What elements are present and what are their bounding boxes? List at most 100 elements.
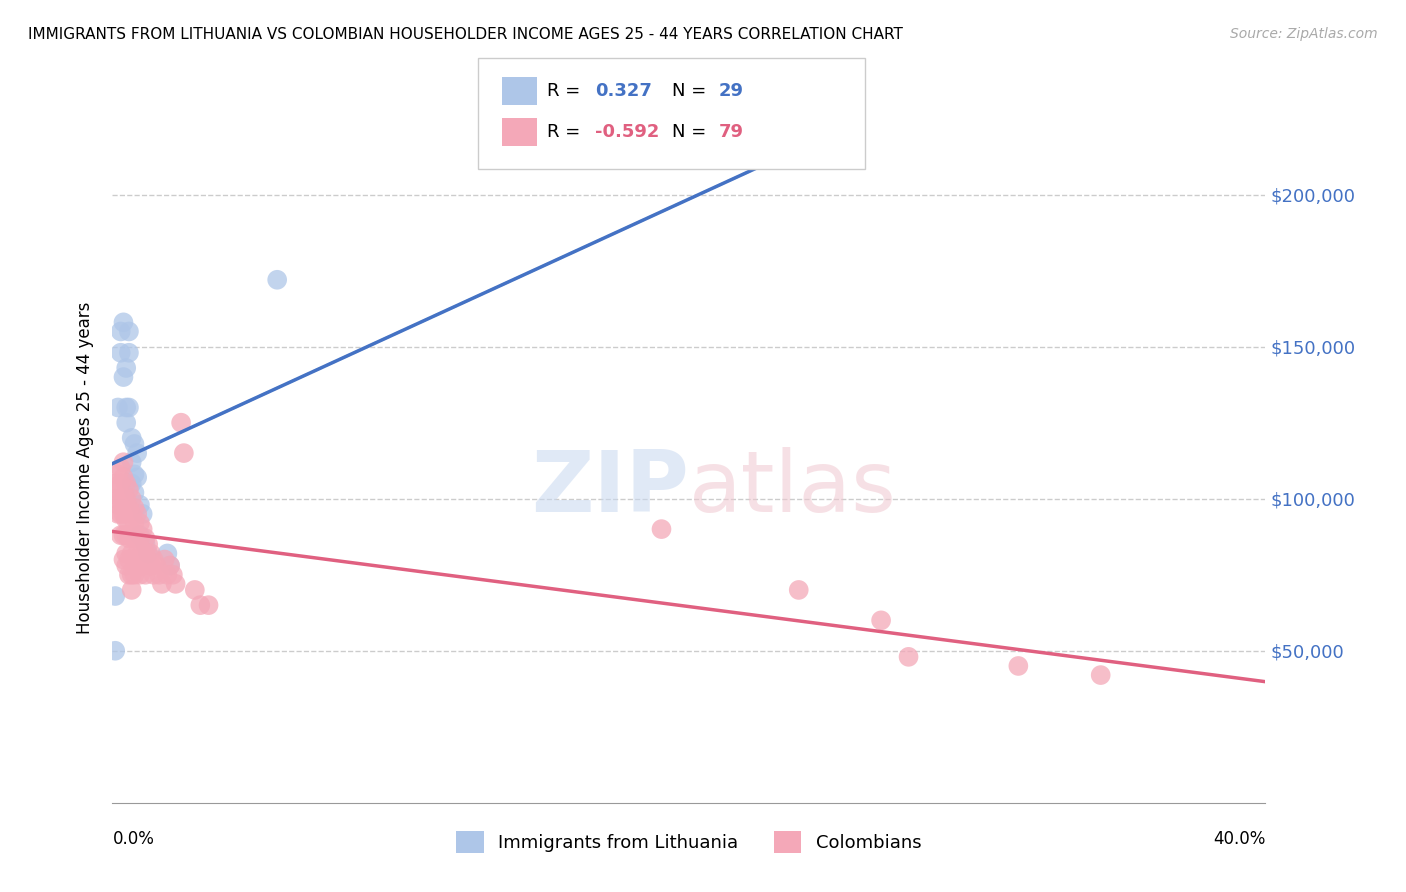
Point xyxy=(110,325,132,339)
Point xyxy=(118,500,141,515)
Point xyxy=(112,528,135,542)
Point xyxy=(159,558,181,573)
Point xyxy=(148,567,170,582)
Point xyxy=(127,558,149,573)
Point xyxy=(118,516,141,530)
Point xyxy=(150,577,173,591)
Point xyxy=(107,483,129,497)
Point xyxy=(121,567,143,582)
Point xyxy=(787,582,810,597)
Point xyxy=(127,546,149,560)
Point xyxy=(112,491,135,506)
Point xyxy=(131,558,153,573)
Point xyxy=(897,649,920,664)
Point xyxy=(129,528,152,542)
Point xyxy=(165,577,187,591)
Point xyxy=(104,491,127,506)
Point xyxy=(118,325,141,339)
Point xyxy=(124,467,146,482)
Point xyxy=(139,558,162,573)
Text: N =: N = xyxy=(672,123,711,141)
Point xyxy=(127,446,149,460)
Point xyxy=(1007,659,1029,673)
Point xyxy=(129,498,152,512)
Point xyxy=(134,531,156,545)
Point xyxy=(136,552,159,566)
Text: 79: 79 xyxy=(718,123,744,141)
Point xyxy=(115,513,138,527)
Point xyxy=(115,401,138,415)
Point xyxy=(115,491,138,506)
Point xyxy=(131,522,153,536)
Point xyxy=(1090,668,1112,682)
Point xyxy=(173,446,195,460)
Point xyxy=(110,491,132,506)
Point xyxy=(650,522,672,536)
Text: 0.327: 0.327 xyxy=(595,82,651,100)
Point xyxy=(118,567,141,582)
Point xyxy=(129,531,152,545)
Point xyxy=(107,507,129,521)
Point xyxy=(118,531,141,545)
Text: Source: ZipAtlas.com: Source: ZipAtlas.com xyxy=(1230,27,1378,41)
Point xyxy=(118,345,141,359)
Point xyxy=(115,416,138,430)
Point xyxy=(121,455,143,469)
Point xyxy=(124,516,146,530)
Point xyxy=(145,558,167,573)
Point xyxy=(127,507,149,521)
Legend: Immigrants from Lithuania, Colombians: Immigrants from Lithuania, Colombians xyxy=(450,824,928,861)
Point xyxy=(112,455,135,469)
Point xyxy=(159,558,181,573)
Point xyxy=(136,546,159,560)
Point xyxy=(115,546,138,560)
Point xyxy=(134,567,156,582)
Point xyxy=(129,552,152,566)
Point xyxy=(110,507,132,521)
Point xyxy=(112,315,135,329)
Point xyxy=(124,552,146,566)
Point xyxy=(115,528,138,542)
Point xyxy=(124,567,146,582)
Point xyxy=(124,500,146,515)
Point xyxy=(115,558,138,573)
Point xyxy=(197,598,219,612)
Text: 40.0%: 40.0% xyxy=(1213,830,1265,847)
Point xyxy=(170,416,193,430)
Point xyxy=(112,507,135,521)
Point xyxy=(184,582,207,597)
Point xyxy=(118,552,141,566)
Point xyxy=(112,552,135,566)
Point xyxy=(127,470,149,484)
Point xyxy=(266,273,288,287)
Point xyxy=(104,476,127,491)
Point xyxy=(124,485,146,500)
Point xyxy=(127,528,149,542)
Point xyxy=(107,498,129,512)
Point xyxy=(107,467,129,482)
Point xyxy=(188,598,211,612)
Point xyxy=(142,552,165,566)
Text: -0.592: -0.592 xyxy=(595,123,659,141)
Point xyxy=(115,476,138,491)
Point xyxy=(121,507,143,521)
Point xyxy=(121,476,143,491)
Point xyxy=(121,582,143,597)
Point xyxy=(118,401,141,415)
Point xyxy=(121,546,143,560)
Point xyxy=(112,370,135,384)
Point xyxy=(112,470,135,484)
Point xyxy=(131,543,153,558)
Point xyxy=(124,531,146,545)
Text: IMMIGRANTS FROM LITHUANIA VS COLOMBIAN HOUSEHOLDER INCOME AGES 25 - 44 YEARS COR: IMMIGRANTS FROM LITHUANIA VS COLOMBIAN H… xyxy=(28,27,903,42)
Point xyxy=(870,613,893,627)
Point xyxy=(134,546,156,560)
Point xyxy=(156,567,179,582)
Point xyxy=(104,589,127,603)
Point xyxy=(118,483,141,497)
Text: 29: 29 xyxy=(718,82,744,100)
Point xyxy=(136,537,159,551)
Point xyxy=(121,528,143,542)
Point xyxy=(142,567,165,582)
Point xyxy=(139,546,162,560)
